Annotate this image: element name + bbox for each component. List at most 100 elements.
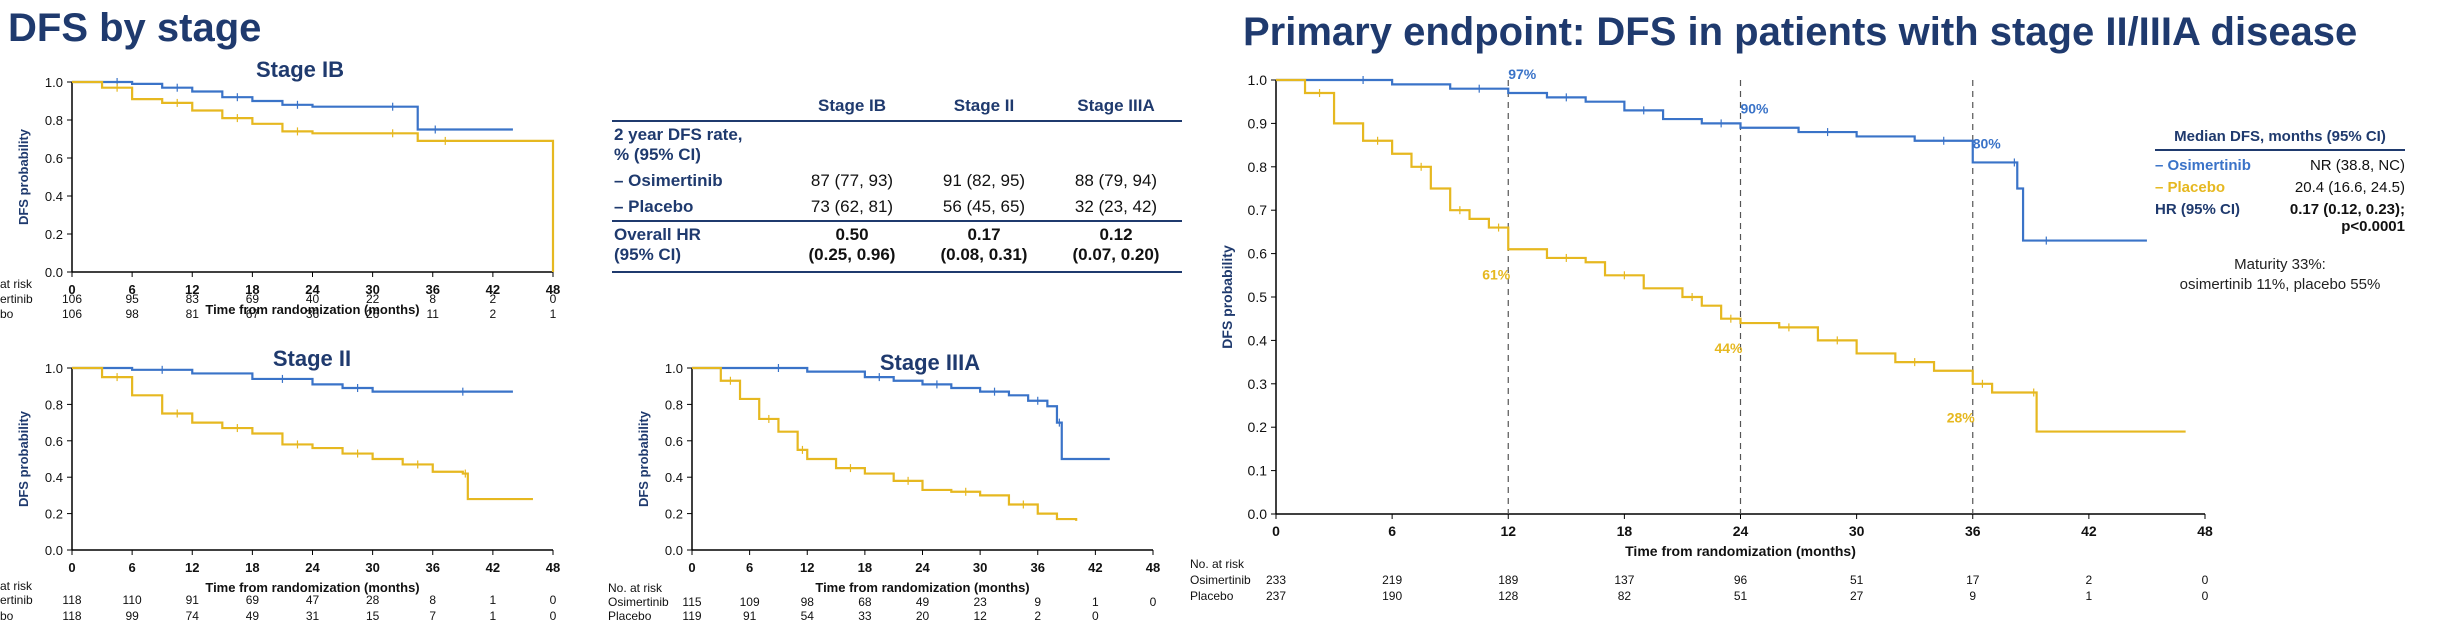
chart3-at-risk-pla-value: 128 xyxy=(1498,589,1518,603)
chart3-at-risk-pla-value: 51 xyxy=(1734,589,1748,603)
table-osi-label: – Osimertinib xyxy=(614,171,723,190)
table-header-stage-iiia: Stage IIIA xyxy=(1050,92,1182,122)
chart3-at-risk-osi-value: 137 xyxy=(1614,573,1634,587)
chart0-at-risk-pla-value: 81 xyxy=(186,307,200,321)
chart2-at-risk-pla-value: 33 xyxy=(858,609,872,623)
chart3-at-risk-pla-value: 190 xyxy=(1382,589,1402,603)
chart3-at-risk-pla-value: 1 xyxy=(2086,589,2093,603)
table-osi-ii: 91 (82, 95) xyxy=(942,171,1026,190)
chart3-y-tick-label: 0.1 xyxy=(1248,463,1268,479)
chart3-at-risk-osi-value: 189 xyxy=(1498,573,1518,587)
chart1-at-risk-pla-value: 15 xyxy=(366,609,380,623)
chart2-x-tick-label: 0 xyxy=(688,560,695,575)
chart0-series-placebo xyxy=(72,80,555,272)
chart0-at-risk-pla-value: 11 xyxy=(427,307,440,321)
chart2-at-risk-osi-value: 68 xyxy=(858,595,872,609)
chart1-y-tick-label: 0.8 xyxy=(45,397,63,412)
median-hr-value: 0.17 (0.12, 0.23); p<0.0001 xyxy=(2290,201,2405,235)
chart3-y-tick-label: 0.6 xyxy=(1248,246,1268,262)
chart2-at-risk-osi-value: 98 xyxy=(801,595,815,609)
median-hr-row: HR (95% CI) 0.17 (0.12, 0.23); p<0.0001 xyxy=(2155,201,2405,235)
chart3-at-risk-osi-value: 219 xyxy=(1382,573,1402,587)
chart3-at-risk-pla-value: 82 xyxy=(1618,589,1632,603)
table-row-label-dfs-rate: 2 year DFS rate,% (95% CI) xyxy=(612,121,786,168)
left-page-title: DFS by stage xyxy=(8,6,262,50)
chart2-y-tick-label: 1.0 xyxy=(665,361,683,376)
chart1-x-tick-label: 18 xyxy=(245,560,259,575)
chart2-at-risk-osi-value: 1 xyxy=(1092,595,1099,609)
chart0-at-risk-pla-value: 106 xyxy=(62,307,82,321)
chart3-series-placebo xyxy=(1276,78,2186,433)
chart3-at-risk-osi-value: 233 xyxy=(1266,573,1286,587)
chart3-x-tick-label: 18 xyxy=(1617,523,1633,539)
chart0-at-risk-osi-value: 95 xyxy=(125,292,139,306)
chart0-at-risk-pla-label: bo xyxy=(0,307,14,321)
chart1-y-axis-label: DFS probability xyxy=(16,410,31,507)
chart1-x-tick-label: 0 xyxy=(68,560,75,575)
chart0-at-risk-osi-value: 22 xyxy=(366,292,380,306)
chart0-at-risk-osi-value: 106 xyxy=(62,292,82,306)
dfs-rate-table: Stage IB Stage II Stage IIIA 2 year DFS … xyxy=(612,92,1182,273)
chart3-annotation-label: 28% xyxy=(1947,409,1976,425)
chart2-at-risk-pla-value: 54 xyxy=(801,609,815,623)
table-pla-ii: 56 (45, 65) xyxy=(942,197,1026,216)
chart0-x-tick-label: 36 xyxy=(426,282,440,297)
chart0-x-tick-label: 30 xyxy=(365,282,379,297)
chart0-x-tick-label: 42 xyxy=(486,282,500,297)
chart1-at-risk-osi-value: 1 xyxy=(490,593,497,607)
median-osi-value: NR (38.8, NC) xyxy=(2309,157,2405,174)
chart1-at-risk-pla-value: 118 xyxy=(62,609,81,623)
chart1-at-risk-pla-label: bo xyxy=(0,609,14,623)
chart2-at-risk-pla-value: 0 xyxy=(1092,609,1099,623)
chart3-x-tick-label: 6 xyxy=(1388,523,1396,539)
chart0-at-risk-osi-value: 83 xyxy=(186,292,200,306)
chart3-at-risk-osi-value: 17 xyxy=(1966,573,1980,587)
chart0-x-tick-label: 12 xyxy=(185,282,199,297)
hr-value-iiia: 0.12 xyxy=(1099,225,1133,244)
chart1-y-tick-label: 0.4 xyxy=(45,470,63,485)
chart3-at-risk-pla-value: 27 xyxy=(1850,589,1864,603)
chart1-at-risk-title: at risk xyxy=(0,579,33,593)
chart1-at-risk-pla-value: 7 xyxy=(429,609,436,623)
chart3-y-tick-label: 0.9 xyxy=(1248,115,1268,131)
chart0-at-risk-pla-value: 98 xyxy=(125,307,139,321)
chart1-at-risk-pla-value: 0 xyxy=(550,609,557,623)
chart2-series-placebo xyxy=(692,366,1078,521)
chart2-title: Stage IIIA xyxy=(880,350,980,375)
chart0-at-risk-title: at risk xyxy=(0,277,33,291)
chart1-at-risk-osi-value: 28 xyxy=(366,593,380,607)
chart3-x-tick-label: 24 xyxy=(1733,523,1749,539)
chart2-at-risk-title: No. at risk xyxy=(608,581,663,595)
chart3-x-tick-label: 0 xyxy=(1272,523,1280,539)
chart2-x-tick-label: 42 xyxy=(1088,560,1102,575)
median-dfs-box: Median DFS, months (95% CI) – Osimertini… xyxy=(2155,128,2405,295)
median-osi-row: – Osimertinib NR (38.8, NC) xyxy=(2155,157,2405,174)
chart0-at-risk-pla-value: 36 xyxy=(306,307,320,321)
maturity-line2: osimertinib 11%, placebo 55% xyxy=(2179,276,2381,293)
median-dfs-header: Median DFS, months (95% CI) xyxy=(2155,128,2405,151)
chart0-at-risk-osi-value: 0 xyxy=(550,292,557,306)
chart2-x-axis-label: Time from randomization (months) xyxy=(815,580,1029,595)
chart1-x-tick-label: 48 xyxy=(546,560,560,575)
hr-ci-ib: (0.25, 0.96) xyxy=(808,245,896,264)
median-osi-label: – Osimertinib xyxy=(2155,157,2251,174)
chart0-y-tick-label: 0.0 xyxy=(45,265,63,280)
chart2-at-risk-pla-value: 2 xyxy=(1034,609,1041,623)
chart2-at-risk-pla-value: 91 xyxy=(743,609,757,623)
chart3-annotation-label: 97% xyxy=(1508,66,1537,82)
chart0-x-axis-label: Time from randomization (months) xyxy=(205,302,419,317)
table-header-stage-ib: Stage IB xyxy=(786,92,918,122)
chart0-at-risk-osi-value: 40 xyxy=(306,292,320,306)
chart1-at-risk-pla-value: 31 xyxy=(306,609,320,623)
chart3-y-tick-label: 0.3 xyxy=(1248,376,1268,392)
chart1-at-risk-osi-value: 91 xyxy=(186,593,200,607)
chart2-at-risk-osi-label: Osimertinib xyxy=(608,595,669,609)
chart0-at-risk-osi-value: 8 xyxy=(429,292,436,306)
chart3-annotation-label: 44% xyxy=(1714,340,1743,356)
chart0-x-tick-label: 6 xyxy=(129,282,136,297)
chart0-y-tick-label: 0.6 xyxy=(45,151,63,166)
chart3-annotation-label: 90% xyxy=(1740,101,1769,117)
chart3-y-tick-label: 0.2 xyxy=(1248,419,1268,435)
chart3-y-tick-label: 1.0 xyxy=(1248,72,1268,88)
chart3-at-risk-osi-value: 2 xyxy=(2086,573,2093,587)
